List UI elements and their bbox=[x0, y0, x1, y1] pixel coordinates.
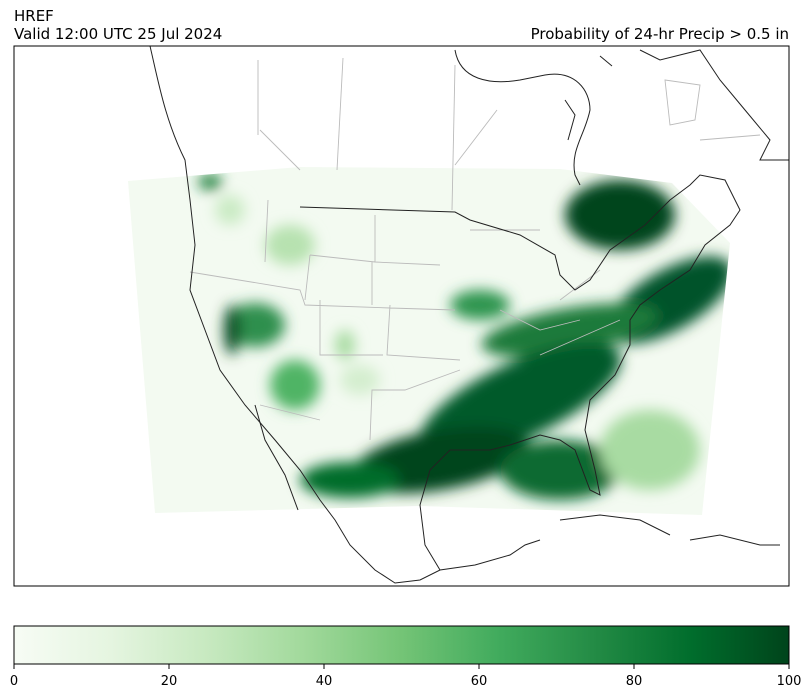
colorbar-tick-label: 60 bbox=[471, 674, 488, 689]
colorbar-tick-label: 40 bbox=[316, 674, 333, 689]
state-borders bbox=[189, 57, 761, 441]
model-label: HREF bbox=[14, 7, 54, 25]
map-frame bbox=[13, 45, 790, 587]
map bbox=[128, 46, 789, 584]
colorbar-tick-label: 100 bbox=[777, 674, 802, 689]
colorbar-tick-label: 0 bbox=[10, 674, 18, 689]
colorbar-ticks: 0 20 40 60 80 100 bbox=[10, 664, 802, 689]
map-title: Probability of 24-hr Precip > 0.5 in bbox=[531, 25, 789, 43]
precip-field bbox=[198, 174, 730, 500]
colorbar-tick-label: 80 bbox=[626, 674, 643, 689]
colorbar bbox=[13, 625, 790, 665]
colorbar-tick-label: 20 bbox=[161, 674, 178, 689]
coastlines bbox=[149, 46, 789, 584]
valid-time: Valid 12:00 UTC 25 Jul 2024 bbox=[14, 25, 222, 43]
